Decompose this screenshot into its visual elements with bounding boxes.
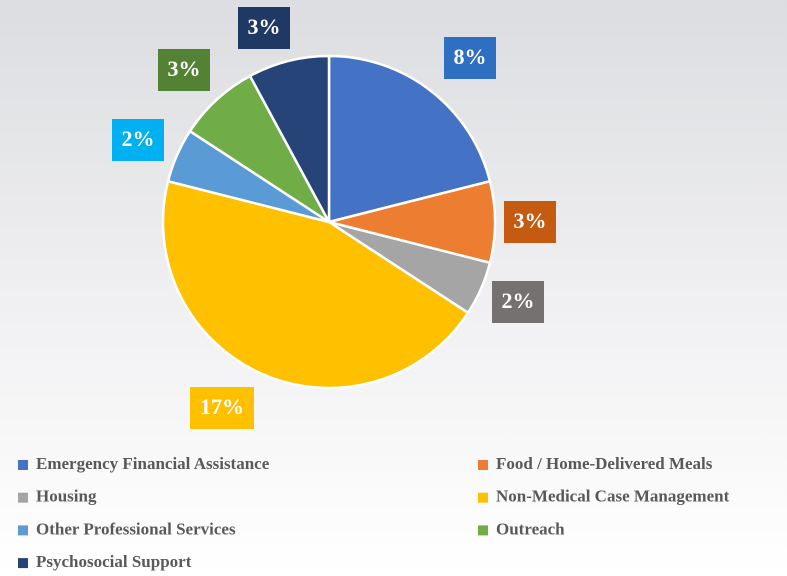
legend-label: Non-Medical Case Management [496, 487, 730, 506]
data-label: 17% [200, 394, 244, 419]
label-box [492, 281, 544, 323]
pie-slice [327, 54, 492, 224]
pie-slice [248, 54, 331, 223]
legend-label: Emergency Financial Assistance [36, 454, 270, 473]
legend-swatch [18, 460, 28, 470]
legend-label: Other Professional Services [36, 519, 236, 538]
data-label: 2% [122, 126, 155, 151]
data-label: 3% [248, 14, 281, 39]
legend-label: Psychosocial Support [36, 552, 192, 571]
label-box [190, 387, 254, 429]
legend-swatch [18, 558, 28, 569]
legend-label: Outreach [496, 519, 565, 538]
label-box [238, 7, 290, 49]
legend-label: Housing [36, 487, 97, 506]
label-box [444, 37, 496, 79]
legend-swatch [478, 525, 488, 536]
data-label: 3% [168, 56, 201, 81]
data-label: 2% [502, 288, 535, 313]
label-box [158, 49, 210, 91]
legend-swatch [478, 492, 488, 503]
legend-label: Food / Home-Delivered Meals [496, 454, 713, 473]
legend-swatch [18, 525, 28, 536]
legend-swatch [478, 460, 488, 470]
data-label: 8% [454, 44, 487, 69]
data-label: 3% [514, 208, 547, 233]
label-box [504, 201, 556, 243]
label-box [112, 119, 164, 161]
pie-slice [161, 179, 470, 390]
legend-swatch [18, 492, 28, 503]
